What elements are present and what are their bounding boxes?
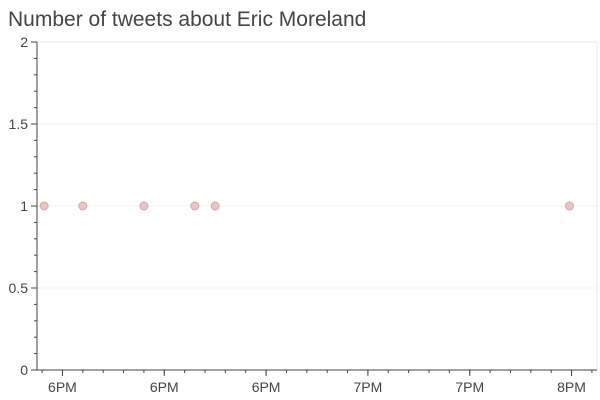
y-tick-label: 0 [20,362,28,378]
x-tick-label: 6PM [252,379,281,395]
y-tick-label: 0.5 [9,280,29,296]
data-point [565,201,575,211]
x-tick-label: 7PM [455,379,484,395]
data-point [139,201,149,211]
data-points [39,201,575,211]
data-point [190,201,200,211]
x-tick-label: 7PM [354,379,383,395]
chart-title: Number of tweets about Eric Moreland [8,8,367,31]
data-point [39,201,49,211]
grid-lines [36,41,598,371]
data-point [210,201,220,211]
y-tick-label: 1.5 [9,116,29,132]
x-tick-label: 8PM [557,379,586,395]
y-tick-label: 2 [20,34,28,50]
x-tick-label: 6PM [48,379,77,395]
x-tick-label: 6PM [150,379,179,395]
axes: 0 0.5 1 1.5 2 6PM 6PM 6PM 7PM 7PM 8PM [9,34,597,395]
data-point [78,201,88,211]
y-tick-label: 1 [20,198,28,214]
